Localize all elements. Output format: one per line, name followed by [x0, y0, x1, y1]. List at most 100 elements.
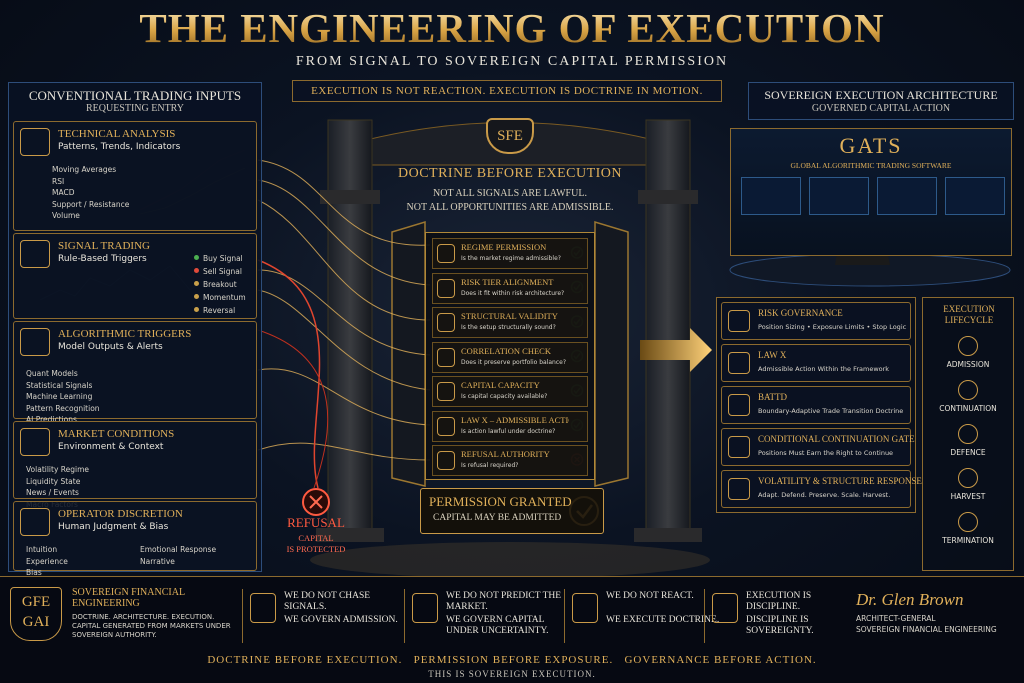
pillar-body: WE GOVERN ADMISSION. [284, 615, 398, 625]
screen-panel [809, 177, 869, 215]
input-item: News / Events [26, 488, 79, 497]
footer: GFE GAI SOVEREIGN FINANCIAL ENGINEERING DOC… [0, 576, 1024, 683]
input-item: Intuition [26, 545, 58, 554]
check-title: CAPITAL CAPACITY [461, 380, 540, 390]
stage-icon [958, 424, 978, 444]
pillar-divider [242, 589, 243, 643]
org-desc: DOCTRINE. ARCHITECTURE. EXECUTION. CAPIT… [72, 613, 231, 639]
panel-title: CONVENTIONAL TRADING INPUTS [28, 88, 242, 103]
pillar-body: WE EXECUTE DOCTRINE. [606, 615, 720, 625]
check-question: Does it fit within risk architecture? [461, 289, 565, 297]
check-row: LAW X – ADMISSIBLE ACTION Is action lawfu… [432, 410, 588, 442]
input-item: Bias [26, 568, 42, 577]
governance-icon [728, 310, 750, 332]
input-item: Machine Learning [26, 392, 93, 401]
section-subtitle: Patterns, Trends, Indicators [58, 142, 181, 152]
pillar-icon [412, 593, 438, 623]
check-row: CORRELATION CHECK Does it preserve portfo… [432, 341, 588, 373]
input-item: Liquidity State [26, 476, 81, 486]
pillar-heading: WE DO NOT CHASE SIGNALS. [284, 591, 371, 612]
input-item: Momentum [194, 291, 304, 304]
governance-item: VOLATILITY & STRUCTURE RESPONSE Adapt. De… [721, 470, 922, 508]
check-row: RISK TIER ALIGNMENT Does it fit within ri… [432, 272, 588, 304]
refusal-line: CAPITAL [298, 533, 334, 543]
stage-icon [958, 512, 978, 532]
signal-dot [194, 307, 199, 312]
input-item: Volatility Regime [26, 465, 90, 474]
section-title: SIGNAL TRADING [58, 240, 150, 252]
check-icon [437, 313, 455, 332]
signal-dot [194, 281, 199, 286]
governance-icon [728, 478, 750, 500]
input-section: OPERATOR DISCRETION Human Judgment & Bias… [13, 501, 257, 577]
gats-subtitle: GLOBAL ALGORITHMIC TRADING SOFTWARE [790, 161, 952, 170]
refusal-line: IS PROTECTED [286, 544, 346, 554]
section-subtitle: Human Judgment & Bias [58, 522, 169, 532]
right-header: SOVEREIGN EXECUTION ARCHITECTURE GOVERNED… [748, 82, 1014, 120]
section-icon [20, 428, 50, 456]
input-item: Statistical Signals [26, 380, 93, 390]
check-icon [437, 382, 455, 401]
stage-label: HARVEST [950, 492, 986, 501]
gate-line: NOT ALL SIGNALS ARE LAWFUL. [433, 188, 587, 199]
governance-title: BATTD [758, 392, 787, 402]
governance-item: RISK GOVERNANCE Position Sizing • Exposur… [721, 302, 911, 340]
governance-title: CONDITIONAL CONTINUATION GATE [758, 434, 915, 444]
governance-desc: Boundary-Adaptive Trade Transition Doctr… [758, 407, 904, 415]
check-question: Is refusal required? [461, 462, 519, 469]
section-title: TECHNICAL ANALYSIS [58, 128, 176, 140]
input-item: AI Predictions [26, 415, 77, 424]
section-title: MARKET CONDITIONS [58, 428, 175, 440]
input-section: ALGORITHMIC TRIGGERS Model Outputs & Aler… [13, 321, 257, 424]
check-title: CORRELATION CHECK [461, 345, 551, 356]
section-subtitle: Model Outputs & Alerts [58, 342, 163, 352]
governance-desc: Position Sizing • Exposure Limits • Stop… [758, 323, 907, 331]
screen-panel [741, 177, 801, 215]
section-icon [20, 128, 50, 156]
item-list: Buy Signal Sell Signal Breakout Momentum Rev… [194, 252, 304, 317]
logo-text: GFE [21, 594, 51, 610]
item-list: Moving Averages RSI MACD Support / Resistan… [52, 164, 162, 222]
stage-label: CONTINUATION [939, 404, 997, 413]
item-list: Intuition Experience Bias Emotional Respons… [26, 544, 246, 579]
section-title: OPERATOR DISCRETION [58, 508, 183, 520]
screen-panel [877, 177, 937, 215]
section-icon [20, 328, 50, 356]
governance-item: LAW X Admissible Action Within the Framew… [721, 344, 911, 382]
governance-title: LAW X [758, 350, 787, 360]
left-panel: CONVENTIONAL TRADING INPUTS REQUESTING EN… [8, 82, 262, 577]
section-subtitle: Environment & Context [58, 442, 164, 452]
check-title: REGIME PERMISSION [461, 242, 547, 252]
panel-subtitle: REQUESTING ENTRY [85, 103, 185, 114]
logo: GFE GAI [10, 587, 62, 641]
stage-icon [958, 468, 978, 488]
signal-dot [194, 255, 199, 260]
section-icon [20, 240, 50, 268]
lifecycle-panel: EXECUTION LIFECYCLE ADMISSION CONTINUATION… [922, 297, 1014, 571]
gate-title: DOCTRINE BEFORE EXECUTION [397, 166, 623, 181]
pillar-icon [250, 593, 276, 623]
pillar-body: WE GOVERN CAPITAL UNDER UNCERTAINTY. [446, 615, 549, 636]
check-title: LAW X – ADMISSIBLE ACTION [461, 414, 569, 425]
check-row: REFUSAL AUTHORITY Is refusal required? [432, 445, 588, 476]
governance-title: VOLATILITY & STRUCTURE RESPONSE [758, 476, 922, 486]
pillar-heading: WE DO NOT PREDICT THE MARKET. [446, 591, 562, 612]
governance-icon [728, 394, 750, 416]
title: THE ENGINEERING OF EXECUTION [0, 4, 1024, 52]
input-section: SIGNAL TRADING Rule-Based Triggers Buy Sig… [13, 233, 257, 319]
governance-desc: Positions Must Earn the Right to Continu… [758, 449, 894, 457]
flow-arrow [640, 328, 712, 372]
signal-flows [257, 159, 431, 461]
gate-badge: SFE [486, 118, 534, 154]
permission-title: PERMISSION GRANTED [429, 494, 572, 509]
pillar-divider [704, 589, 705, 643]
refusal-icon [309, 495, 323, 509]
closing: THIS IS SOVEREIGN EXECUTION. [428, 669, 596, 679]
refusal-title: REFUSAL [287, 515, 345, 530]
stage-icon [958, 380, 978, 400]
subtitle: FROM SIGNAL TO SOVEREIGN CAPITAL PERMISS… [295, 54, 729, 69]
check-icon [437, 347, 455, 367]
pillar-icon [712, 593, 738, 623]
check-icon [437, 278, 455, 298]
refusal-flow [257, 329, 329, 489]
